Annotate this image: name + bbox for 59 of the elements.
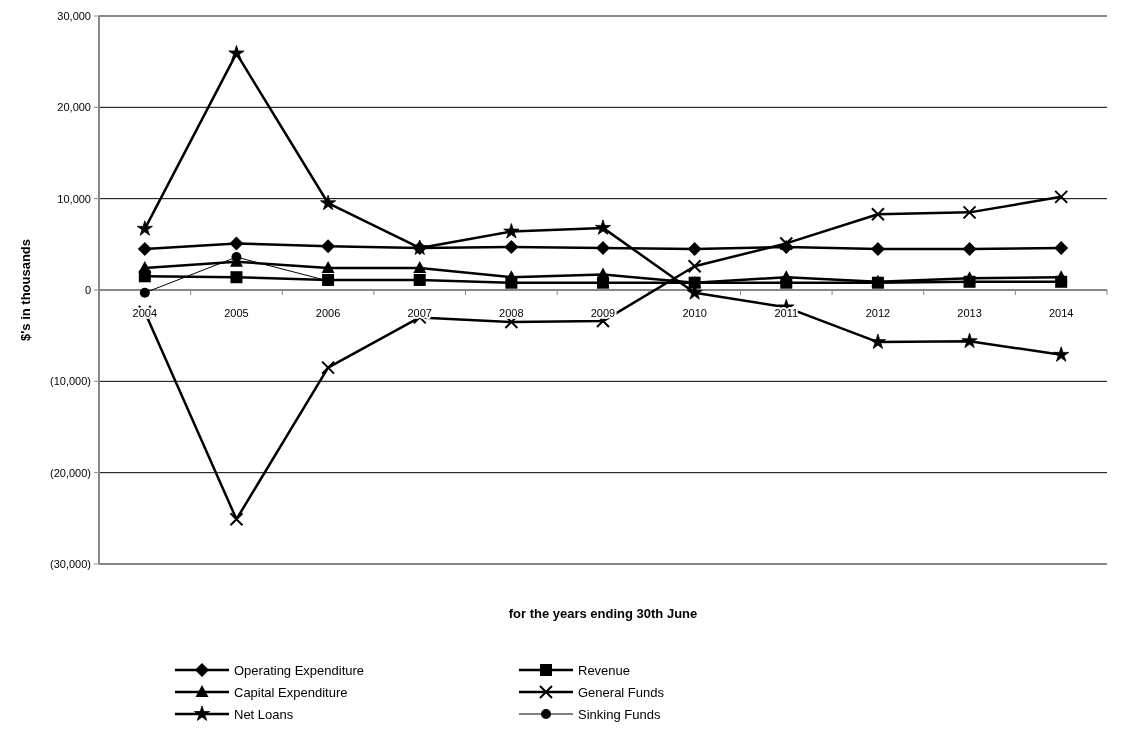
point <box>504 240 519 255</box>
legend-label: Operating Expenditure <box>234 662 365 678</box>
x-tick-label: 2006 <box>315 307 341 319</box>
x-tick-label: 2014 <box>1048 307 1074 319</box>
point <box>1053 346 1070 362</box>
x-tick-label: 2009 <box>590 307 616 319</box>
x-axis-title: for the years ending 30th June <box>508 606 698 621</box>
point <box>503 223 520 239</box>
y-tick-label: 30,000 <box>57 9 91 22</box>
point <box>413 273 426 286</box>
point <box>228 45 245 61</box>
point <box>1054 270 1068 283</box>
legend-label: Sinking Funds <box>578 706 661 722</box>
point <box>321 261 335 274</box>
legend-label: Net Loans <box>234 706 294 722</box>
legend-label: Revenue <box>578 662 631 678</box>
point <box>321 239 336 254</box>
y-tick-label: 0 <box>84 283 91 296</box>
point <box>1054 189 1069 204</box>
y-tick-label: (10,000) <box>50 375 91 388</box>
point <box>870 241 885 256</box>
point <box>139 287 150 298</box>
point <box>138 261 152 274</box>
x-tick-label: 2010 <box>682 307 707 319</box>
point <box>596 267 610 280</box>
point <box>413 261 427 274</box>
point <box>321 360 336 375</box>
point <box>136 220 153 236</box>
point <box>870 207 885 222</box>
point <box>230 271 243 284</box>
x-tick-label: 2012 <box>865 307 891 319</box>
y-axis-title: $'s in thousands <box>18 238 33 342</box>
y-tick-label: 10,000 <box>57 192 91 205</box>
point <box>320 194 337 211</box>
point <box>1054 240 1069 255</box>
y-tick-label: (20,000) <box>50 466 91 479</box>
point <box>687 259 702 274</box>
x-tick-label: 2008 <box>499 307 524 319</box>
point <box>962 241 977 256</box>
point <box>229 236 244 251</box>
point <box>137 241 152 256</box>
point <box>594 219 612 235</box>
point <box>962 205 977 220</box>
y-tick-label: 20,000 <box>57 101 91 114</box>
x-tick-label: 2007 <box>407 307 432 319</box>
point <box>504 270 518 283</box>
point <box>869 333 886 349</box>
legend-label: General Funds <box>578 684 665 700</box>
point <box>687 241 702 256</box>
y-tick-label: (30,000) <box>50 557 91 570</box>
point <box>229 512 244 527</box>
x-tick-label: 2013 <box>957 307 982 319</box>
point <box>779 270 793 283</box>
point <box>961 332 978 349</box>
legend-label: Capital Expenditure <box>234 684 348 700</box>
point <box>779 236 794 251</box>
point <box>963 271 977 284</box>
x-tick-label: 2005 <box>224 307 249 319</box>
point <box>596 240 610 255</box>
